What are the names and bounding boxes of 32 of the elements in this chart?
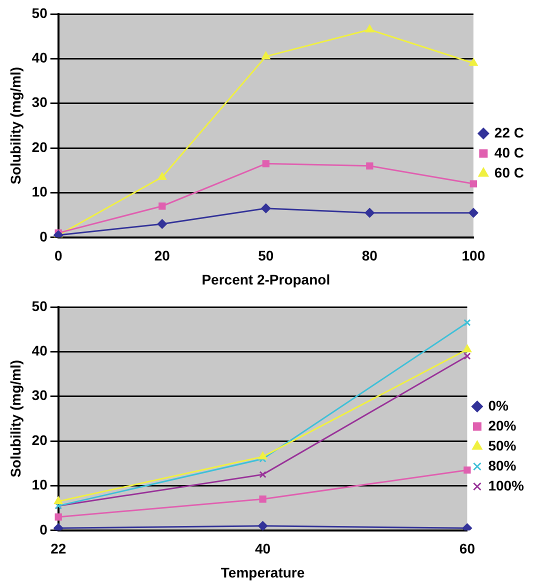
legend-label: 40 C	[494, 144, 524, 160]
y-tick-label: 30	[32, 387, 48, 404]
legend-label: 80%	[488, 457, 517, 474]
legend-label: 20%	[488, 417, 517, 434]
x-tick-label: 40	[254, 540, 271, 557]
legend-label: 60 C	[494, 164, 524, 180]
y-tick-label: 20	[32, 432, 48, 448]
y-axis-title: Solubility (mg/ml)	[7, 360, 24, 478]
y-tick-label: 40	[32, 342, 48, 359]
y-tick-label: 20	[32, 138, 48, 155]
y-tick-label: 50	[32, 298, 48, 314]
y-tick-label: 30	[32, 94, 48, 110]
y-axis-title: Solubility (mg/ml)	[7, 66, 24, 184]
legend-label: 22 C	[494, 124, 524, 140]
x-tick-label: 60	[459, 540, 476, 557]
legend-label: 0%	[488, 397, 509, 414]
x-tick-label: 100	[462, 248, 486, 264]
y-tick-label: 0	[40, 228, 48, 244]
y-tick-label: 10	[32, 184, 48, 200]
legend-label: 50%	[488, 437, 517, 454]
legend-label: 100%	[488, 477, 525, 494]
x-axis-title: Temperature	[220, 564, 305, 580]
x-tick-label: 0	[54, 248, 62, 264]
x-tick-label: 50	[258, 248, 274, 264]
y-tick-label: 50	[32, 4, 48, 21]
x-tick-label: 22	[50, 540, 66, 557]
y-tick-label: 40	[32, 50, 48, 66]
x-tick-label: 80	[362, 248, 378, 264]
x-axis-title: Percent 2-Propanol	[202, 271, 330, 288]
y-tick-label: 10	[32, 476, 48, 493]
x-tick-label: 20	[154, 248, 170, 264]
y-tick-label: 0	[40, 521, 48, 538]
